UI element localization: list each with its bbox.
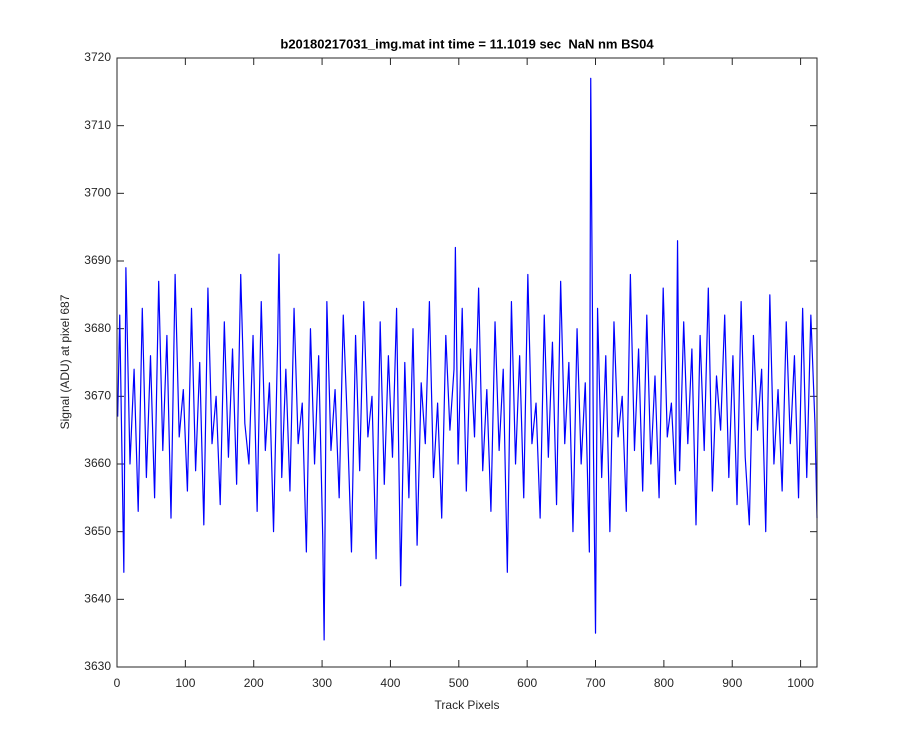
y-tick-label: 3720 — [84, 50, 111, 64]
y-tick-label: 3680 — [84, 321, 111, 335]
y-tick-label: 3660 — [84, 456, 111, 470]
x-tick-label: 900 — [722, 676, 742, 690]
x-tick-label: 600 — [517, 676, 537, 690]
plot-frame — [116, 57, 818, 668]
x-axis-label: Track Pixels — [435, 698, 500, 712]
y-tick-label: 3670 — [84, 389, 111, 403]
y-tick-label: 3650 — [84, 524, 111, 538]
x-tick-label: 800 — [654, 676, 674, 690]
y-tick-label: 3690 — [84, 253, 111, 267]
x-tick-label: 1000 — [787, 676, 814, 690]
y-axis-label: Signal (ADU) at pixel 687 — [58, 294, 72, 429]
y-tick-label: 3640 — [84, 592, 111, 606]
y-tick-label: 3630 — [84, 659, 111, 673]
x-tick-label: 200 — [244, 676, 264, 690]
x-tick-label: 700 — [586, 676, 606, 690]
x-tick-label: 300 — [312, 676, 332, 690]
x-tick-label: 0 — [114, 676, 121, 690]
x-tick-label: 500 — [449, 676, 469, 690]
x-tick-label: 100 — [175, 676, 195, 690]
y-tick-label: 3700 — [84, 186, 111, 200]
data-line — [117, 77, 818, 641]
x-tick-label: 400 — [380, 676, 400, 690]
y-tick-label: 3710 — [84, 118, 111, 132]
chart-title: b20180217031_img.mat int time = 11.1019 … — [280, 36, 654, 51]
